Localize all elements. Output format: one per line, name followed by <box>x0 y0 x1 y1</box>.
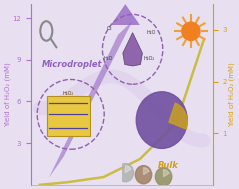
Text: Bulk: Bulk <box>158 161 179 170</box>
Y-axis label: Yield of H₂O₂ (mM): Yield of H₂O₂ (mM) <box>228 62 235 127</box>
Text: Microdroplet: Microdroplet <box>42 60 102 69</box>
Polygon shape <box>49 21 133 178</box>
Y-axis label: Yield of H₂O₂ (mM): Yield of H₂O₂ (mM) <box>4 62 11 127</box>
Polygon shape <box>111 4 140 25</box>
